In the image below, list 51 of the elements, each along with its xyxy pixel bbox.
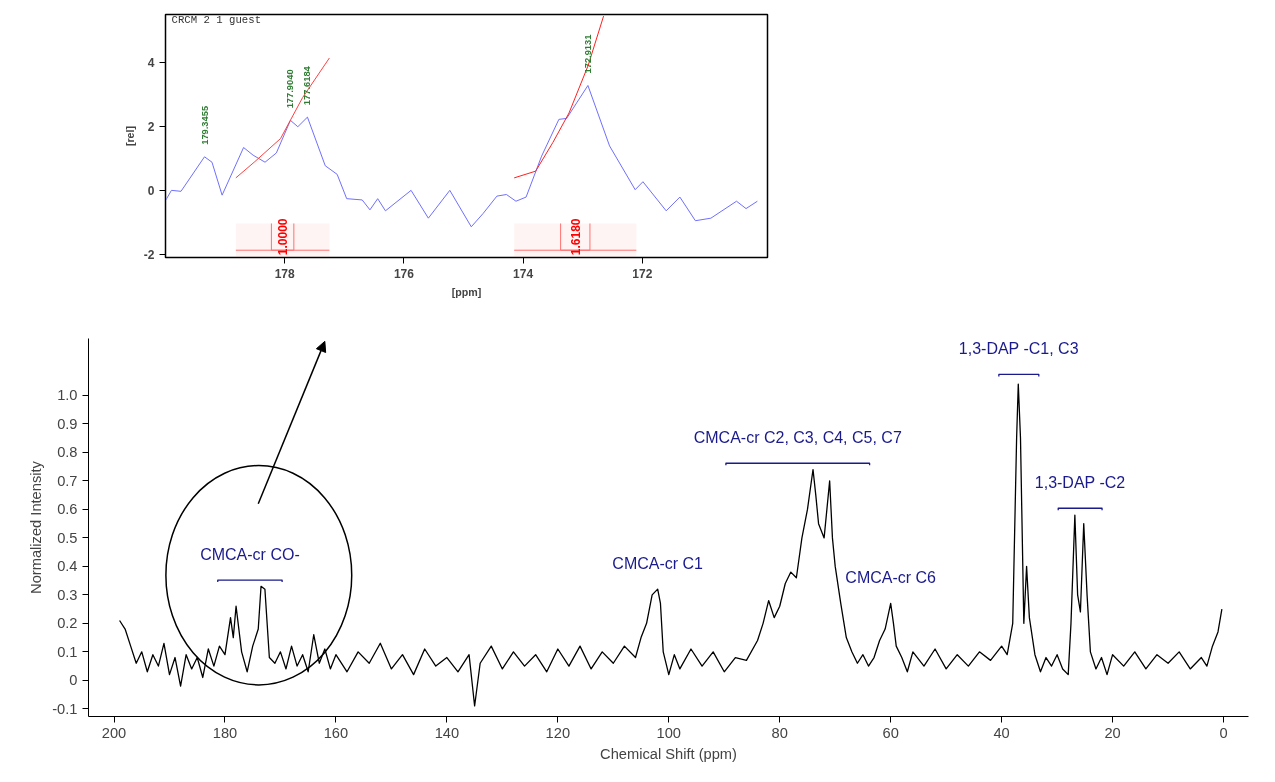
x-tick-label: 180 xyxy=(212,724,238,741)
y-tick-label: -0.1 xyxy=(52,700,78,717)
y-axis-title: Normalized Intensity xyxy=(28,460,45,594)
annotation: 177.6184 xyxy=(302,65,313,106)
line-series xyxy=(235,57,330,179)
annotation: 177.9040 xyxy=(285,69,296,109)
y-tick-label: 2 xyxy=(147,119,155,134)
y-tick-label: 0 xyxy=(69,672,78,689)
annotation: 172.9131 xyxy=(582,34,593,74)
annotation: CMCA-cr C6 xyxy=(845,568,937,586)
annotation: 1,3-DAP -C2 xyxy=(1034,473,1126,491)
x-tick-label: 20 xyxy=(1104,724,1121,741)
y-tick-label: 0.2 xyxy=(57,615,78,632)
y-tick-label: -2 xyxy=(143,247,155,262)
annotation: CMCA-cr C2, C3, C4, C5, C7 xyxy=(693,428,902,446)
x-axis-title: [ppm] xyxy=(451,285,482,298)
x-tick-label: 140 xyxy=(434,724,460,741)
x-tick-label: 0 xyxy=(1219,724,1228,741)
x-axis-title: Chemical Shift (ppm) xyxy=(600,745,737,762)
annotation: CRCM 2 1 guest xyxy=(171,13,262,26)
y-tick-label: 0.8 xyxy=(57,444,78,461)
y-tick-label: 0.4 xyxy=(57,558,78,575)
band-label: 1.0000 xyxy=(276,218,291,256)
x-tick-label: 160 xyxy=(323,724,349,741)
x-tick-label: 80 xyxy=(771,724,788,741)
annotation: CMCA-cr C1 xyxy=(612,554,704,572)
x-tick-label: 178 xyxy=(274,266,296,281)
annotation: CMCA-cr CO- xyxy=(200,545,300,563)
x-tick-label: 100 xyxy=(656,724,682,741)
x-tick-label: 172 xyxy=(632,266,653,281)
band-label: 1.6180 xyxy=(568,218,583,256)
annotation: 179.3455 xyxy=(199,105,210,145)
y-tick-label: 0.7 xyxy=(57,472,78,489)
x-tick-label: 60 xyxy=(882,724,899,741)
x-tick-label: 176 xyxy=(393,266,415,281)
y-tick-label: 0.6 xyxy=(57,501,78,518)
x-tick-label: 40 xyxy=(993,724,1010,741)
y-tick-label: 0.3 xyxy=(57,586,78,603)
line-series xyxy=(118,383,1223,707)
y-tick-label: 1.0 xyxy=(57,387,78,404)
y-tick-label: 0.9 xyxy=(57,415,78,432)
annotation: 1,3-DAP -C1, C3 xyxy=(958,339,1079,357)
y-tick-label: 4 xyxy=(147,55,155,70)
line-series xyxy=(513,15,605,179)
y-tick-label: 0.5 xyxy=(57,529,78,546)
x-tick-label: 120 xyxy=(545,724,571,741)
x-tick-label: 174 xyxy=(513,266,534,281)
y-tick-label: 0 xyxy=(147,183,155,198)
y-axis-title: [rel] xyxy=(123,125,136,147)
y-tick-label: 0.1 xyxy=(57,643,78,660)
x-tick-label: 200 xyxy=(101,724,127,741)
